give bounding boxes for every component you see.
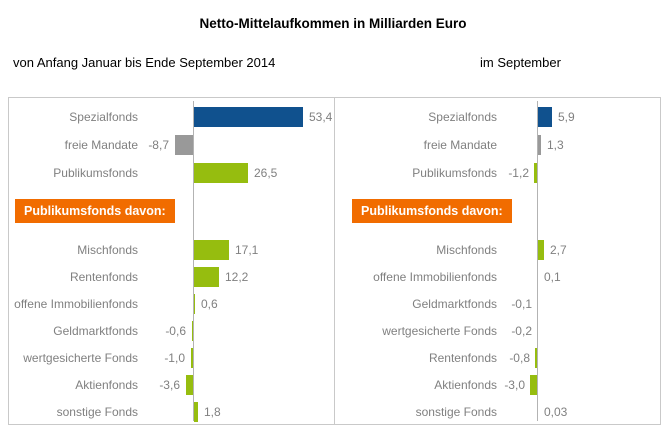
category-label: freie Mandate: [423, 138, 497, 152]
subtitle-ytd: von Anfang Januar bis Ende September 201…: [13, 55, 276, 70]
chart-row-freie-mandate: freie Mandate 1,3: [335, 131, 660, 159]
category-label: wertgesicherte Fonds: [23, 350, 138, 365]
bar-freie-mandate: [538, 135, 541, 155]
chart-row-geldmarktfonds: Geldmarktfonds -0,1: [335, 290, 660, 317]
chart-row-offene-immobilienfonds: offene Immobilienfonds 0,1: [335, 263, 660, 290]
value-label: 0,1: [544, 269, 561, 284]
chart-row-mischfonds: Mischfonds 2,7: [335, 236, 660, 263]
value-label: 17,1: [235, 242, 259, 257]
bar-offene-immobilienfonds: [194, 293, 195, 314]
category-label: Spezialfonds: [69, 110, 138, 124]
bar-sonstige-fonds: [194, 401, 198, 422]
category-label: sonstige Fonds: [56, 404, 138, 419]
value-label: 1,3: [547, 138, 564, 152]
badge-row: Publikumsfonds davon:: [335, 199, 660, 223]
bar-spezialfonds: [538, 107, 552, 127]
chart-title: Netto-Mittelaufkommen in Milliarden Euro: [199, 16, 467, 31]
bar-geldmarktfonds: [192, 320, 193, 341]
value-label: -0,8: [509, 350, 530, 365]
zero-axis-line: [537, 101, 538, 421]
bar-publikumsfonds: [534, 163, 537, 183]
chart-row-wertgesicherte-fonds: wertgesicherte Fonds -0,2: [335, 317, 660, 344]
bar-wertgesicherte-fonds: [191, 347, 193, 368]
chart-row-freie-mandate: freie Mandate -8,7: [9, 131, 334, 159]
bar-rentenfonds: [535, 347, 537, 368]
chart-row-sonstige-fonds: sonstige Fonds 1,8: [9, 398, 334, 425]
chart-row-rentenfonds: Rentenfonds 12,2: [9, 263, 334, 290]
category-label: Publikumsfonds: [53, 166, 138, 180]
chart-row-offene-immobilienfonds: offene Immobilienfonds 0,6: [9, 290, 334, 317]
category-label: Geldmarktfonds: [412, 296, 497, 311]
value-label: -8,7: [148, 138, 169, 152]
chart-row-geldmarktfonds: Geldmarktfonds -0,6: [9, 317, 334, 344]
value-label: -0,1: [511, 296, 532, 311]
value-label: -1,2: [508, 166, 529, 180]
value-label: 26,5: [254, 166, 278, 180]
chart-row-rentenfonds: Rentenfonds -0,8: [335, 344, 660, 371]
category-label: Rentenfonds: [69, 269, 138, 284]
category-label: Publikumsfonds: [412, 166, 497, 180]
value-label: 0,6: [201, 296, 218, 311]
category-label: Mischfonds: [436, 242, 497, 257]
breakdown-rows: Mischfonds 2,7 offene Immobilienfonds 0,1 Ge…: [335, 236, 660, 425]
group-badge: Publikumsfonds davon:: [15, 199, 175, 223]
group-badge: Publikumsfonds davon:: [352, 199, 512, 223]
chart-row-sonstige-fonds: sonstige Fonds 0,03: [335, 398, 660, 425]
value-label: 12,2: [225, 269, 249, 284]
value-label: -3,0: [504, 377, 525, 392]
chart-row-spezialfonds: Spezialfonds 53,4: [9, 103, 334, 131]
chart-row-aktienfonds: Aktienfonds -3,0: [335, 371, 660, 398]
category-label: Aktienfonds: [434, 377, 497, 392]
bar-aktienfonds: [530, 374, 537, 395]
chart-row-publikumsfonds: Publikumsfonds 26,5: [9, 159, 334, 187]
zero-axis-line: [193, 101, 194, 421]
category-label: Aktienfonds: [75, 377, 138, 392]
bar-mischfonds: [538, 239, 544, 260]
category-label: Geldmarktfonds: [53, 323, 138, 338]
category-label: Rentenfonds: [428, 350, 497, 365]
value-label: 2,7: [550, 242, 567, 257]
value-label: 0,03: [544, 404, 568, 419]
bar-mischfonds: [194, 239, 229, 260]
breakdown-rows: Mischfonds 17,1 Rentenfonds 12,2 offene Immo…: [9, 236, 334, 425]
bar-rentenfonds: [194, 266, 219, 287]
subtitle-september: im September: [480, 55, 561, 70]
category-label: Mischfonds: [77, 242, 138, 257]
chart-row-wertgesicherte-fonds: wertgesicherte Fonds -1,0: [9, 344, 334, 371]
panel-september: Spezialfonds 5,9 freie Mandate 1,3 Publikums…: [335, 97, 661, 425]
value-label: 5,9: [558, 110, 575, 124]
value-label: -3,6: [159, 377, 180, 392]
bar-publikumsfonds: [194, 163, 248, 183]
value-label: 53,4: [309, 110, 333, 124]
chart-row-publikumsfonds: Publikumsfonds -1,2: [335, 159, 660, 187]
badge-row: Publikumsfonds davon:: [9, 199, 334, 223]
panel-ytd: Spezialfonds 53,4 freie Mandate -8,7 Publiku…: [8, 97, 335, 425]
value-label: -0,6: [165, 323, 186, 338]
value-label: 1,8: [204, 404, 221, 419]
category-label: Spezialfonds: [428, 110, 497, 124]
chart-row-spezialfonds: Spezialfonds 5,9: [335, 103, 660, 131]
chart-row-aktienfonds: Aktienfonds -3,6: [9, 371, 334, 398]
category-label: wertgesicherte Fonds: [382, 323, 497, 338]
category-label: offene Immobilienfonds: [14, 296, 138, 311]
main-rows: Spezialfonds 5,9 freie Mandate 1,3 Publikums…: [335, 103, 660, 187]
main-rows: Spezialfonds 53,4 freie Mandate -8,7 Publiku…: [9, 103, 334, 187]
value-label: -1,0: [164, 350, 185, 365]
bar-freie-mandate: [175, 135, 193, 155]
chart-panels: Spezialfonds 53,4 freie Mandate -8,7 Publiku…: [8, 97, 661, 425]
category-label: sonstige Fonds: [415, 404, 497, 419]
bar-aktienfonds: [186, 374, 193, 395]
chart-row-mischfonds: Mischfonds 17,1: [9, 236, 334, 263]
category-label: offene Immobilienfonds: [373, 269, 497, 284]
value-label: -0,2: [511, 323, 532, 338]
category-label: freie Mandate: [64, 138, 138, 152]
bar-spezialfonds: [194, 107, 303, 127]
